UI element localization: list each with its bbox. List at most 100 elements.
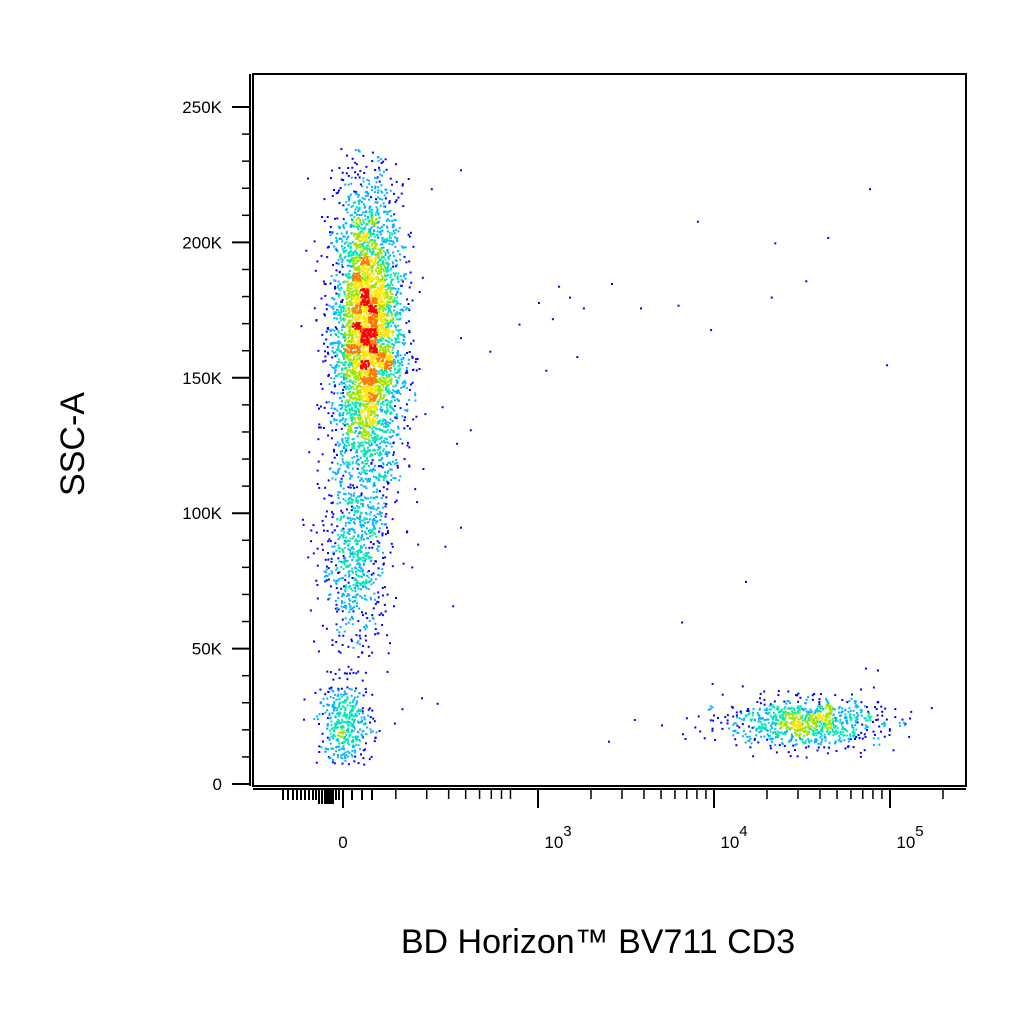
data-point [345, 623, 348, 625]
data-point [359, 595, 362, 598]
data-point [324, 359, 327, 362]
data-point [392, 365, 395, 368]
data-point [374, 389, 377, 392]
data-point [789, 708, 792, 710]
data-point [346, 380, 349, 383]
data-point [402, 205, 405, 208]
data-point [380, 298, 383, 301]
data-point [356, 285, 359, 288]
data-point [352, 382, 354, 384]
data-point [345, 716, 348, 718]
data-point [348, 555, 351, 558]
data-point [344, 404, 347, 407]
data-point [373, 387, 376, 390]
data-point [353, 442, 356, 444]
data-point [334, 217, 336, 220]
data-point [763, 708, 766, 711]
data-point [382, 386, 385, 389]
data-point [811, 714, 814, 717]
data-point [383, 298, 386, 301]
data-point [347, 195, 350, 198]
data-point [377, 389, 379, 392]
data-point [367, 233, 370, 236]
data-point [371, 277, 374, 280]
data-point [387, 532, 389, 534]
data-point [818, 725, 821, 728]
data-point [342, 533, 345, 536]
data-point [801, 738, 804, 741]
data-point [351, 265, 354, 268]
data-point [379, 227, 382, 230]
data-point [347, 245, 350, 248]
data-point [322, 360, 325, 363]
data-point [381, 534, 384, 537]
data-point [329, 732, 332, 735]
data-point [344, 587, 347, 589]
data-point [386, 315, 389, 318]
data-point [363, 434, 366, 437]
data-point [372, 272, 375, 275]
data-point [399, 374, 401, 377]
data-point [865, 729, 868, 731]
data-point [347, 387, 350, 390]
data-point [783, 718, 786, 721]
data-point [380, 184, 383, 187]
data-point [351, 352, 354, 355]
data-point [356, 700, 358, 703]
data-point [726, 719, 729, 722]
data-point [380, 303, 383, 306]
data-point [326, 246, 329, 249]
data-point [336, 610, 339, 613]
data-point [846, 734, 849, 737]
data-point [340, 381, 343, 383]
data-point [343, 445, 345, 448]
data-point [387, 210, 390, 213]
data-point [360, 526, 363, 529]
data-point [323, 497, 326, 500]
data-point [780, 726, 783, 728]
data-point [372, 483, 375, 486]
data-point [765, 718, 768, 721]
data-point [340, 747, 343, 750]
data-point [344, 310, 347, 313]
data-point [317, 718, 319, 721]
data-point [372, 249, 375, 252]
data-point [368, 513, 371, 516]
data-point [354, 212, 357, 215]
data-point [336, 502, 339, 505]
data-point [347, 374, 350, 376]
data-point [342, 317, 344, 320]
data-point [740, 718, 743, 721]
data-point [681, 621, 684, 624]
data-point [793, 712, 796, 715]
data-point [813, 732, 816, 735]
data-point [365, 469, 368, 472]
data-point [380, 612, 383, 615]
data-point [798, 712, 801, 715]
data-point [377, 279, 380, 282]
data-point [335, 564, 337, 567]
data-point [347, 339, 350, 342]
data-point [372, 391, 375, 394]
data-point [330, 735, 333, 738]
data-point [379, 287, 382, 289]
data-point [390, 357, 393, 359]
data-point [767, 735, 770, 737]
data-point [805, 746, 807, 749]
data-point [321, 333, 324, 336]
data-point [396, 464, 399, 467]
data-point [363, 246, 365, 249]
data-point [390, 412, 393, 415]
data-point [350, 443, 353, 446]
data-point [460, 526, 462, 529]
data-point [386, 225, 388, 228]
data-point [334, 351, 337, 354]
data-point [773, 700, 776, 703]
data-point [374, 268, 377, 271]
data-point [785, 721, 788, 724]
data-point [787, 713, 790, 716]
data-point [769, 747, 772, 750]
data-point [456, 442, 459, 445]
data-point [358, 548, 361, 551]
data-point [813, 734, 815, 737]
